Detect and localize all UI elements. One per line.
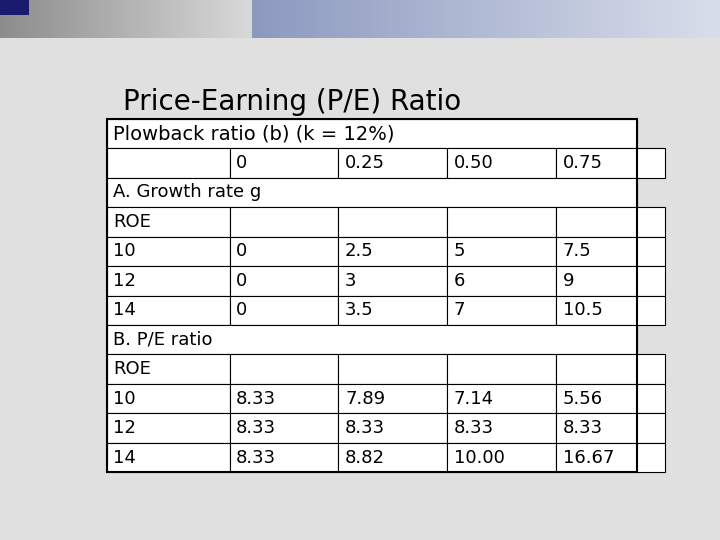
Text: 10.00: 10.00 [454, 449, 505, 467]
Bar [556, 384, 665, 414]
Text: 10: 10 [114, 390, 136, 408]
Bar [230, 295, 338, 325]
Bar [556, 295, 665, 325]
Text: 8.33: 8.33 [236, 419, 276, 437]
Bar [107, 119, 637, 472]
Bar [107, 414, 230, 443]
Text: 8.82: 8.82 [345, 449, 385, 467]
Bar [338, 354, 447, 384]
Text: 6: 6 [454, 272, 465, 290]
Bar [338, 443, 447, 472]
Bar [556, 148, 665, 178]
Text: 2.5: 2.5 [345, 242, 374, 260]
Bar [230, 148, 338, 178]
Text: 8.33: 8.33 [454, 419, 494, 437]
Text: 0.50: 0.50 [454, 154, 494, 172]
Bar [230, 384, 338, 414]
Text: 8.33: 8.33 [236, 390, 276, 408]
Bar [107, 119, 637, 148]
Text: 0: 0 [236, 301, 248, 319]
Text: ROE: ROE [114, 213, 151, 231]
Bar [107, 207, 230, 237]
Text: 7.89: 7.89 [345, 390, 385, 408]
Bar [556, 266, 665, 295]
Text: 8.33: 8.33 [345, 419, 385, 437]
Bar [447, 148, 556, 178]
Bar [338, 295, 447, 325]
Text: Plowback ratio (b) (k = 12%): Plowback ratio (b) (k = 12%) [114, 124, 395, 143]
Bar [338, 237, 447, 266]
Text: 7: 7 [454, 301, 465, 319]
Bar [0, 0, 29, 15]
Bar [447, 384, 556, 414]
Text: 8.33: 8.33 [236, 449, 276, 467]
Bar [230, 443, 338, 472]
Text: 3.5: 3.5 [345, 301, 374, 319]
Bar [230, 354, 338, 384]
Bar [556, 414, 665, 443]
Text: 16.67: 16.67 [562, 449, 614, 467]
Bar [447, 443, 556, 472]
Bar [556, 237, 665, 266]
Bar [447, 354, 556, 384]
Bar [447, 295, 556, 325]
Text: B. P/E ratio: B. P/E ratio [114, 330, 213, 349]
Bar [230, 237, 338, 266]
Text: 14: 14 [114, 449, 136, 467]
Text: 0: 0 [236, 272, 248, 290]
Text: 7.14: 7.14 [454, 390, 494, 408]
Bar [338, 148, 447, 178]
Bar [338, 384, 447, 414]
Bar [447, 266, 556, 295]
Text: 10: 10 [114, 242, 136, 260]
Text: ROE: ROE [114, 360, 151, 378]
Bar [556, 443, 665, 472]
Bar [107, 148, 230, 178]
Bar [107, 266, 230, 295]
Bar [556, 207, 665, 237]
Bar [107, 354, 230, 384]
Bar [107, 443, 230, 472]
Bar [107, 237, 230, 266]
Bar [230, 207, 338, 237]
Bar [107, 325, 637, 354]
Text: 10.5: 10.5 [562, 301, 603, 319]
Bar [338, 207, 447, 237]
Bar [107, 178, 637, 207]
Bar [338, 266, 447, 295]
Bar [447, 414, 556, 443]
Text: 0.75: 0.75 [562, 154, 603, 172]
Text: 0: 0 [236, 154, 248, 172]
Bar [447, 237, 556, 266]
Text: 7.5: 7.5 [562, 242, 591, 260]
Text: 9: 9 [562, 272, 574, 290]
Bar [556, 354, 665, 384]
Text: 3: 3 [345, 272, 356, 290]
Text: 0: 0 [236, 242, 248, 260]
Bar [230, 266, 338, 295]
Bar [447, 207, 556, 237]
Text: 12: 12 [114, 272, 136, 290]
Bar [107, 384, 230, 414]
Text: 12: 12 [114, 419, 136, 437]
Bar [338, 414, 447, 443]
Text: 5: 5 [454, 242, 465, 260]
Text: 14: 14 [114, 301, 136, 319]
Text: 0.25: 0.25 [345, 154, 385, 172]
Bar [230, 414, 338, 443]
Text: 8.33: 8.33 [562, 419, 603, 437]
Text: Price-Earning (P/E) Ratio: Price-Earning (P/E) Ratio [124, 87, 462, 116]
Bar [107, 295, 230, 325]
Text: 5.56: 5.56 [562, 390, 603, 408]
Text: A. Growth rate g: A. Growth rate g [114, 184, 261, 201]
